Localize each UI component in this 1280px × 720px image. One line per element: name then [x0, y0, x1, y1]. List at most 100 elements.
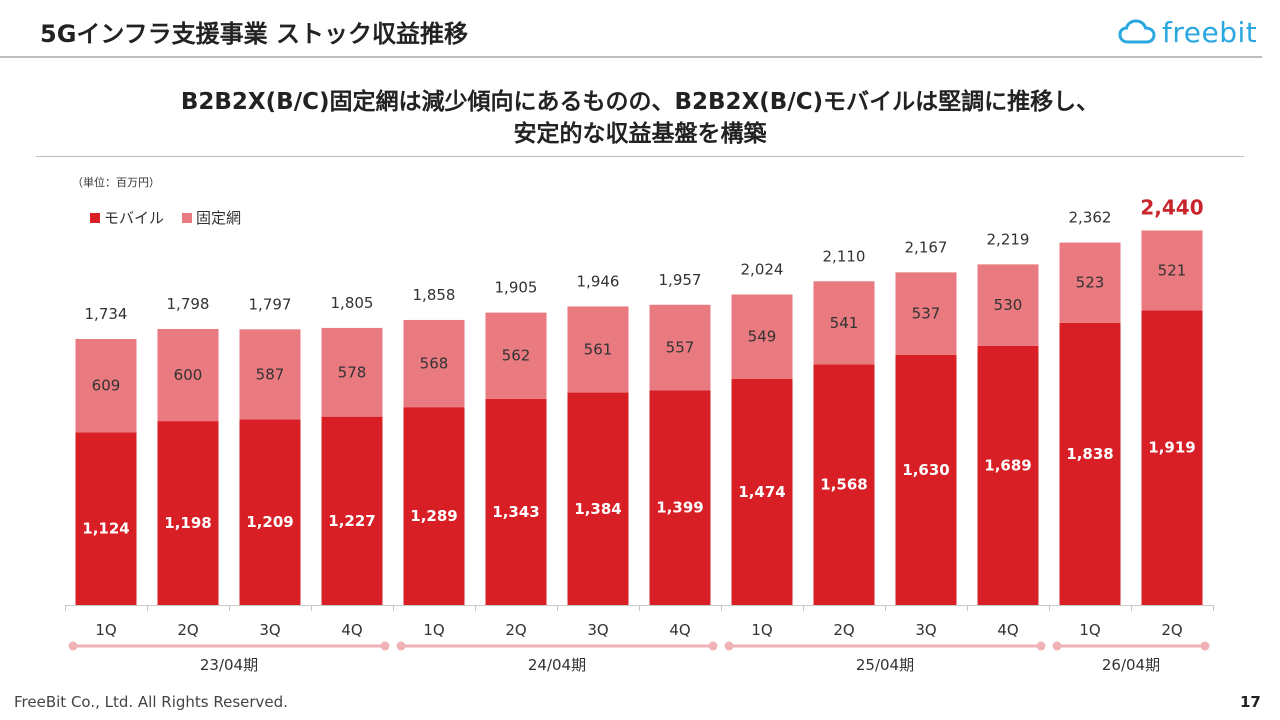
- x-tick-label: 3Q: [915, 621, 936, 639]
- total-label: 2,167: [905, 238, 948, 256]
- period-dot-end: [1200, 641, 1210, 651]
- bar-fixed: [157, 329, 219, 422]
- period-dot-end: [380, 641, 390, 651]
- total-label: 2,110: [823, 247, 866, 265]
- cloud-icon: [1118, 19, 1156, 44]
- page-number: 17: [1240, 693, 1261, 711]
- bar-mobile: [731, 378, 793, 605]
- value-label-fixed: 537: [912, 305, 941, 323]
- subtitle-line-2: 安定的な収益基盤を構築: [513, 121, 767, 147]
- bar-fixed: [567, 306, 629, 393]
- x-tick-label: 3Q: [259, 621, 280, 639]
- value-label-mobile: 1,227: [328, 512, 375, 530]
- value-label-fixed: 609: [92, 377, 121, 395]
- value-label-fixed: 568: [420, 355, 449, 373]
- value-label-fixed: 600: [174, 366, 203, 384]
- value-label-mobile: 1,399: [656, 499, 703, 517]
- period-dot-end: [708, 641, 718, 651]
- value-label-mobile: 1,289: [410, 507, 457, 525]
- bar-mobile: [813, 364, 875, 605]
- bar-mobile: [895, 354, 957, 605]
- bar-mobile: [567, 392, 629, 605]
- x-tick-label: 3Q: [587, 621, 608, 639]
- x-tick-label: 4Q: [669, 621, 690, 639]
- bar-fixed: [403, 319, 465, 408]
- value-label-mobile: 1,474: [738, 483, 785, 501]
- bar-mobile: [239, 419, 301, 605]
- period-dot-end: [1036, 641, 1046, 651]
- total-label: 1,805: [331, 294, 374, 312]
- period-dot-start: [68, 641, 78, 651]
- value-label-fixed: 561: [584, 340, 613, 358]
- bar-fixed: [239, 329, 301, 420]
- bar-fixed: [1141, 230, 1203, 311]
- bar-fixed: [1059, 242, 1121, 323]
- legend-label-fixed: 固定網: [196, 209, 241, 227]
- period-label: 24/04期: [528, 656, 586, 674]
- period-dot-start: [396, 641, 406, 651]
- value-label-fixed: 523: [1076, 274, 1105, 292]
- bar-fixed: [649, 304, 711, 391]
- value-label-mobile: 1,198: [164, 514, 211, 532]
- value-label-mobile: 1,209: [246, 513, 293, 531]
- legend-label-mobile: モバイル: [104, 209, 164, 227]
- value-label-fixed: 541: [830, 314, 859, 332]
- total-label: 1,858: [413, 286, 456, 304]
- bar-mobile: [157, 421, 219, 605]
- total-label: 1,734: [85, 305, 128, 323]
- total-label: 1,798: [167, 295, 210, 313]
- value-label-mobile: 1,343: [492, 503, 539, 521]
- value-label-fixed: 521: [1158, 261, 1187, 279]
- value-label-mobile: 1,919: [1148, 439, 1195, 457]
- value-label-fixed: 578: [338, 363, 367, 381]
- total-label: 2,362: [1069, 209, 1112, 227]
- legend-swatch-fixed: [182, 213, 192, 223]
- header-divider: [0, 56, 1262, 58]
- bar-fixed: [813, 281, 875, 365]
- bar-fixed: [75, 338, 137, 433]
- total-label: 2,440: [1140, 195, 1203, 219]
- x-tick-label: 1Q: [1079, 621, 1100, 639]
- x-tick-label: 1Q: [751, 621, 772, 639]
- period-dot-start: [724, 641, 734, 651]
- bar-fixed: [485, 312, 547, 399]
- total-label: 1,946: [577, 272, 620, 290]
- period-dot-start: [1052, 641, 1062, 651]
- value-label-mobile: 1,124: [82, 520, 129, 538]
- x-tick-label: 2Q: [833, 621, 854, 639]
- value-label-mobile: 1,689: [984, 456, 1031, 474]
- page-title: 5Gインフラ支援事業 ストック収益推移: [40, 20, 469, 48]
- bar-mobile: [75, 432, 137, 605]
- period-label: 26/04期: [1102, 656, 1160, 674]
- value-label-mobile: 1,568: [820, 476, 867, 494]
- x-tick-label: 4Q: [341, 621, 362, 639]
- bar-mobile: [485, 398, 547, 605]
- x-tick-label: 2Q: [505, 621, 526, 639]
- total-label: 2,024: [741, 260, 784, 278]
- total-label: 1,797: [249, 295, 292, 313]
- bar-fixed: [895, 272, 957, 355]
- logo-text: freebit: [1162, 15, 1258, 49]
- bar-mobile: [649, 390, 711, 605]
- value-label-mobile: 1,384: [574, 500, 621, 518]
- subtitle-divider: [36, 156, 1244, 157]
- unit-label: （単位：百万円）: [72, 175, 160, 189]
- value-label-fixed: 557: [666, 339, 695, 357]
- x-tick-label: 2Q: [1161, 621, 1182, 639]
- period-label: 23/04期: [200, 656, 258, 674]
- value-label-mobile: 1,838: [1066, 445, 1113, 463]
- total-label: 2,219: [987, 230, 1030, 248]
- total-label: 1,905: [495, 279, 538, 297]
- period-label: 25/04期: [856, 656, 914, 674]
- bar-mobile: [1141, 310, 1203, 605]
- value-label-fixed: 530: [994, 296, 1023, 314]
- subtitle-line-1: B2B2X(B/C)固定網は減少傾向にあるものの、B2B2X(B/C)モバイルは…: [180, 89, 1100, 115]
- total-label: 1,957: [659, 271, 702, 289]
- copyright-text: FreeBit Co., Ltd. All Rights Reserved.: [14, 693, 288, 711]
- slide-subtitle: B2B2X(B/C)固定網は減少傾向にあるものの、B2B2X(B/C)モバイルは…: [0, 86, 1280, 150]
- x-tick-label: 1Q: [95, 621, 116, 639]
- bar-mobile: [403, 407, 465, 605]
- legend-swatch-mobile: [90, 213, 100, 223]
- value-label-fixed: 587: [256, 365, 285, 383]
